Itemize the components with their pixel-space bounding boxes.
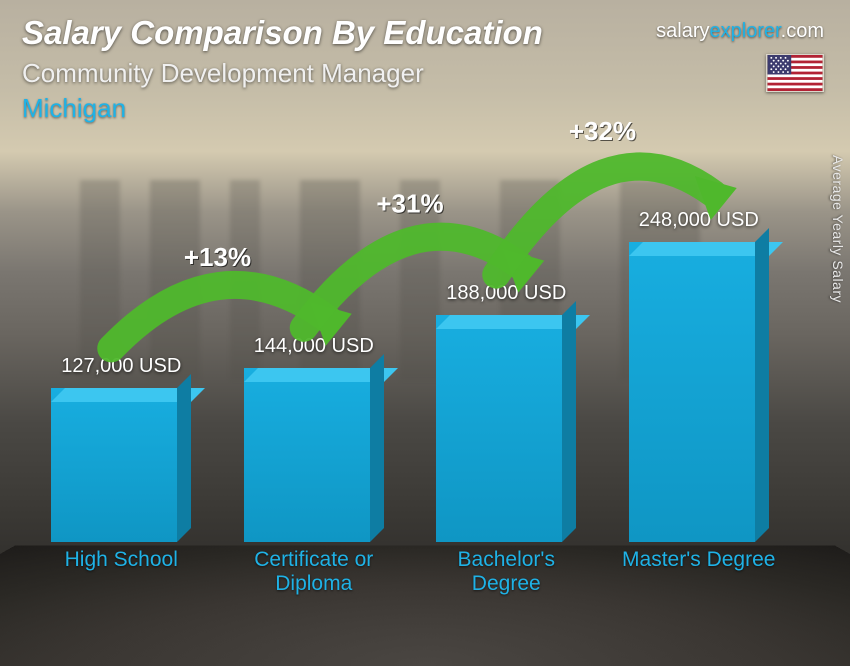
brand-text-accent: explorer bbox=[710, 20, 781, 42]
y-axis-label: Average Yearly Salary bbox=[830, 155, 846, 303]
bar-value: 248,000 USD bbox=[639, 209, 759, 232]
bar-label: Certificate or Diploma bbox=[233, 548, 396, 596]
bar: 127,000 USD bbox=[40, 355, 203, 542]
flag-icon bbox=[766, 54, 824, 92]
bar-labels: High School Certificate or Diploma Bachelo… bbox=[40, 548, 780, 596]
bar-value: 188,000 USD bbox=[446, 282, 566, 305]
brand-logo: salaryexplorer.com bbox=[656, 20, 824, 43]
bar-label: Master's Degree bbox=[618, 548, 781, 596]
bar: 248,000 USD bbox=[618, 209, 781, 542]
bar: 188,000 USD bbox=[425, 282, 588, 542]
bar-value: 127,000 USD bbox=[61, 355, 181, 378]
bar-value: 144,000 USD bbox=[254, 335, 374, 358]
brand-text-plain: salary bbox=[656, 20, 709, 42]
page-subtitle: Community Development Manager bbox=[22, 58, 828, 89]
bar-label: Bachelor's Degree bbox=[425, 548, 588, 596]
brand-suffix: .com bbox=[781, 20, 824, 42]
bar: 144,000 USD bbox=[233, 335, 396, 542]
bar-label: High School bbox=[40, 548, 203, 596]
page-location: Michigan bbox=[22, 93, 828, 124]
bar-chart: 127,000 USD 144,000 USD 188,000 USD 248,000… bbox=[40, 182, 780, 542]
